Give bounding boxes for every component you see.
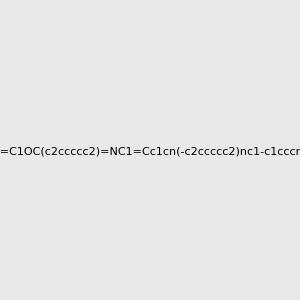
- Text: O=C1OC(c2ccccc2)=NC1=Cc1cn(-c2ccccc2)nc1-c1cccnc1: O=C1OC(c2ccccc2)=NC1=Cc1cn(-c2ccccc2)nc1…: [0, 146, 300, 157]
